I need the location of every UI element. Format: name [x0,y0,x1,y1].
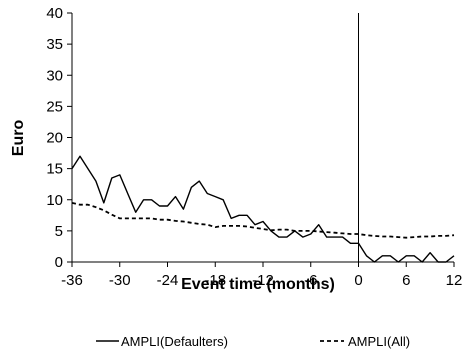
y-tick-label: 25 [46,98,63,115]
y-tick-label: 20 [46,130,63,147]
y-tick-label: 40 [46,5,63,22]
axes-layer [71,13,454,263]
series-line-all [71,202,455,239]
y-tick-label: 5 [55,223,63,240]
y-tick-label: 15 [46,161,63,178]
x-tick-label: -18 [204,272,226,289]
series-line-defaulters [71,155,455,263]
x-tick-label: 0 [354,272,362,289]
x-tick-label: 12 [446,272,463,289]
series-layer [71,155,455,263]
y-tick-label: 10 [46,192,63,209]
ticks-layer: 0 5 10 15 20 25 30 35 40 -36 -30 -24 -18 -12 -6 0 6 12 [46,5,462,289]
y-axis-title: Euro [10,120,27,157]
y-tick-label: 30 [46,67,63,84]
legend-label-defaulters: AMPLI(Defaulters) [121,334,228,349]
x-axis-title: Event time (months) [181,276,335,293]
x-tick-label: -30 [109,272,131,289]
x-tick-label: 6 [402,272,410,289]
x-tick-label: -36 [61,272,83,289]
x-tick-label: -12 [252,272,274,289]
x-tick-label: -6 [304,272,317,289]
legend: AMPLI(Defaulters) AMPLI(All) [96,334,410,349]
x-tick-label: -24 [157,272,179,289]
y-tick-label: 35 [46,36,63,53]
y-tick-label: 0 [55,254,63,271]
legend-label-all: AMPLI(All) [348,334,410,349]
